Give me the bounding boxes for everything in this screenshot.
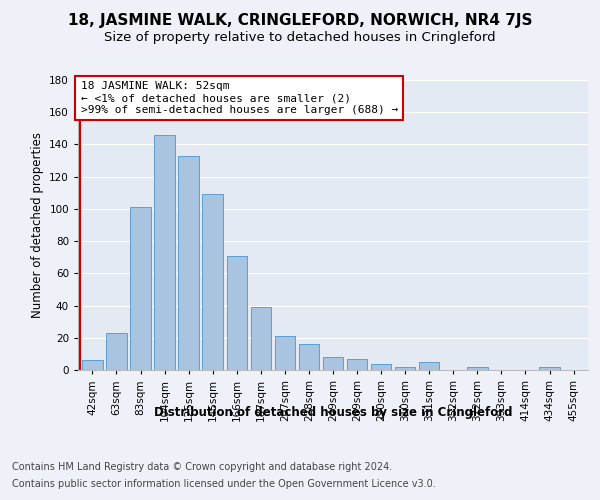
Bar [130, 208, 151, 370]
Text: 18, JASMINE WALK, CRINGLEFORD, NORWICH, NR4 7JS: 18, JASMINE WALK, CRINGLEFORD, NORWICH, … [68, 12, 532, 28]
Bar [419, 362, 439, 370]
Bar [299, 344, 319, 370]
Bar [251, 307, 271, 370]
Bar [154, 135, 175, 370]
Text: Distribution of detached houses by size in Cringleford: Distribution of detached houses by size … [154, 406, 512, 419]
Bar [178, 156, 199, 370]
Bar [227, 256, 247, 370]
Bar [347, 358, 367, 370]
Bar [275, 336, 295, 370]
Text: Contains HM Land Registry data © Crown copyright and database right 2024.: Contains HM Land Registry data © Crown c… [12, 462, 392, 472]
Bar [106, 333, 127, 370]
Bar [371, 364, 391, 370]
Bar [202, 194, 223, 370]
Bar [395, 367, 415, 370]
Bar [82, 360, 103, 370]
Text: 18 JASMINE WALK: 52sqm
← <1% of detached houses are smaller (2)
>99% of semi-det: 18 JASMINE WALK: 52sqm ← <1% of detached… [80, 82, 398, 114]
Y-axis label: Number of detached properties: Number of detached properties [31, 132, 44, 318]
Text: Contains public sector information licensed under the Open Government Licence v3: Contains public sector information licen… [12, 479, 436, 489]
Bar [467, 367, 488, 370]
Text: Size of property relative to detached houses in Cringleford: Size of property relative to detached ho… [104, 31, 496, 44]
Bar [539, 367, 560, 370]
Bar [323, 357, 343, 370]
